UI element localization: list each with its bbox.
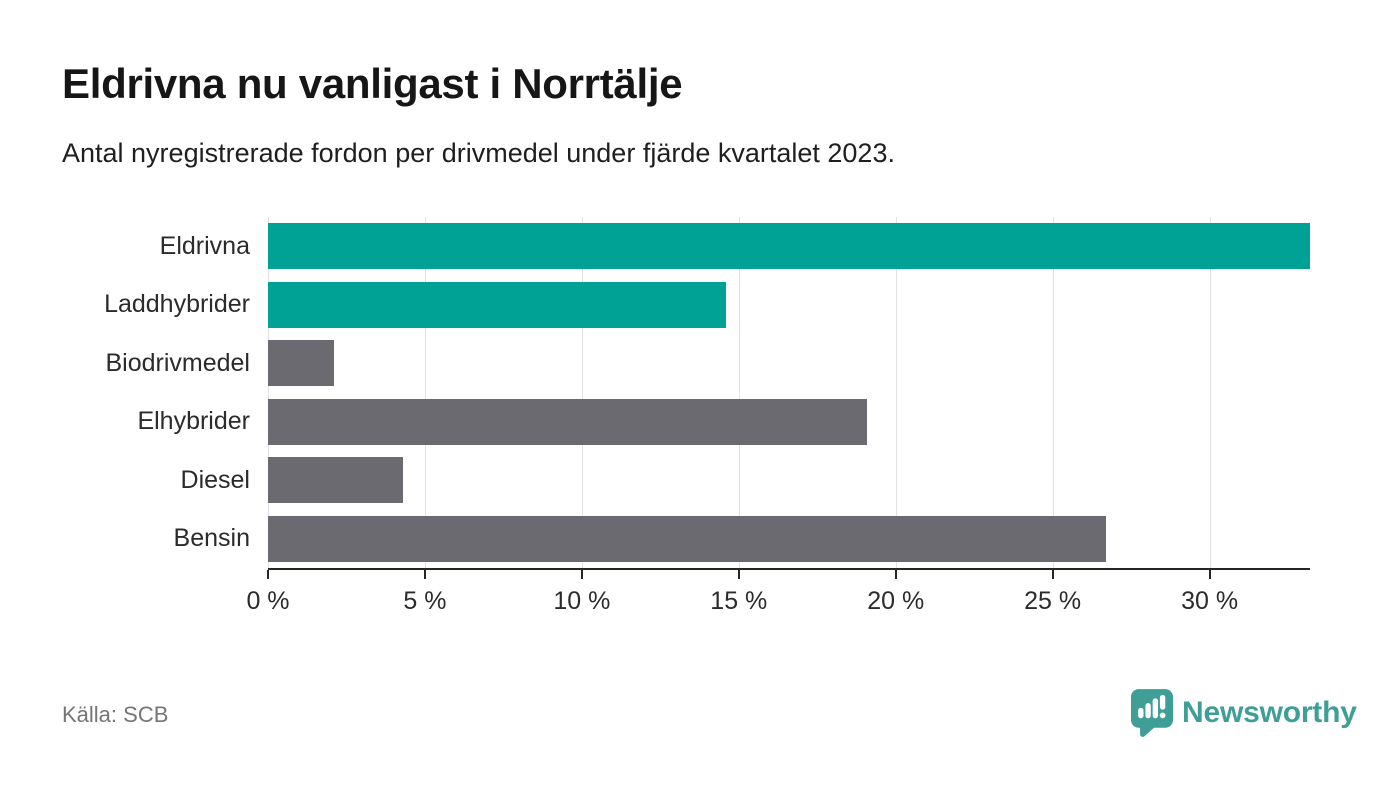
gridline: [738, 217, 740, 568]
source-note: Källa: SCB: [62, 702, 169, 727]
axis-tick-label: 5 %: [403, 587, 447, 615]
gridline: [581, 217, 583, 568]
bar-row: Bensin: [174, 510, 1310, 569]
axis-tick-label: 15 %: [710, 587, 768, 615]
axis-tick: [894, 570, 897, 579]
axis-tick-label: 0 %: [246, 587, 290, 615]
axis-tick: [737, 570, 740, 579]
gridline: [424, 217, 426, 568]
bar: [268, 340, 334, 387]
bar: [268, 398, 868, 445]
axis-tick-label: 25 %: [1024, 587, 1082, 615]
category-label: Laddhybrider: [104, 290, 250, 319]
axis-tick: [267, 570, 269, 579]
axis-tick: [1051, 570, 1054, 579]
axis-tick: [1208, 570, 1211, 579]
bar-row: Diesel: [181, 451, 1310, 510]
category-label: Elhybrider: [137, 407, 250, 436]
bar: [268, 223, 1310, 270]
newsworthy-logo: Newsworthy: [1131, 689, 1357, 737]
axis-tick: [580, 570, 583, 579]
axis-tick-label: 20 %: [867, 587, 925, 615]
axis-tick-label: 10 %: [553, 587, 611, 615]
bar-row: Elhybrider: [137, 393, 1310, 452]
axis-tick: [423, 570, 426, 579]
plot-area: Eldrivna Laddhybrider Biodrivmedel Elhybrid…: [104, 217, 1310, 570]
chart-subtitle: Antal nyregistrerade fordon per drivmede…: [62, 138, 895, 168]
gridline: [1052, 217, 1054, 568]
newsworthy-logo-text: Newsworthy: [1182, 696, 1357, 729]
bar-row: Laddhybrider: [104, 276, 1310, 335]
gridline: [1209, 217, 1211, 568]
gridline: [895, 217, 897, 568]
x-axis: 0 % 5 % 10 % 15 % 20 % 25 % 30 %: [246, 570, 1310, 620]
newsworthy-logo-icon: [1131, 689, 1173, 737]
category-label: Biodrivmedel: [105, 348, 250, 377]
category-label: Eldrivna: [159, 231, 250, 260]
bar: [268, 281, 727, 328]
gridline: [268, 217, 269, 568]
category-label: Bensin: [173, 524, 250, 553]
bar-row: Biodrivmedel: [105, 334, 1310, 393]
axis-tick-label: 30 %: [1181, 587, 1239, 615]
bar: [268, 457, 403, 504]
category-label: Diesel: [180, 465, 250, 494]
chart-title: Eldrivna nu vanligast i Norrtälje: [62, 60, 683, 107]
bar-row: Eldrivna: [160, 217, 1310, 276]
bar: [268, 515, 1106, 562]
